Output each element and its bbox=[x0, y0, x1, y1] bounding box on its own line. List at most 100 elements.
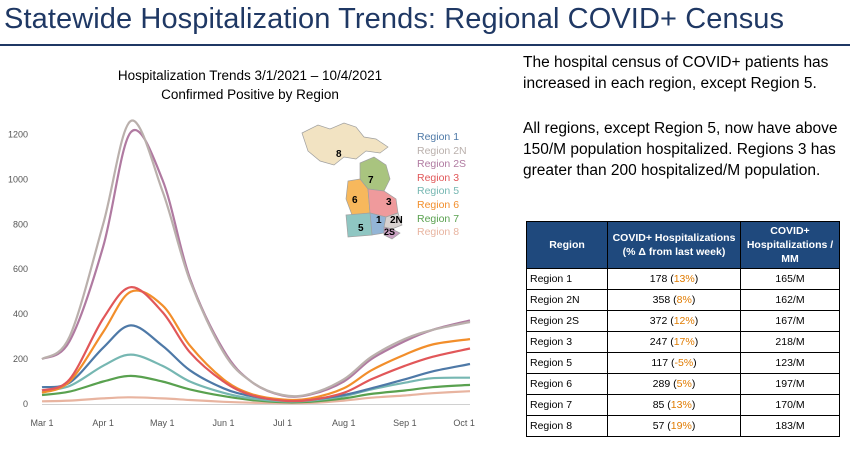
y-tick-label: 1200 bbox=[8, 129, 28, 139]
cell-region: Region 3 bbox=[526, 331, 608, 353]
cell-region: Region 5 bbox=[526, 352, 608, 374]
chart-subtitle: Confirmed Positive by Region bbox=[161, 87, 339, 102]
cell-region: Region 7 bbox=[526, 394, 608, 416]
cell-pct-change: -5% bbox=[674, 357, 694, 369]
x-tick-label: Jun 1 bbox=[212, 418, 234, 428]
map-region-2s bbox=[383, 226, 401, 240]
cell-hospitalizations-change: 289 (5%) bbox=[607, 373, 741, 395]
regional-census-table: Region COVID+ Hospitalizations (% Δ from… bbox=[526, 221, 840, 437]
cell-pct-change: 17% bbox=[673, 336, 695, 348]
y-tick-label: 1000 bbox=[8, 174, 28, 184]
y-tick-label: 200 bbox=[13, 354, 28, 364]
title-divider bbox=[0, 44, 850, 46]
cell-count: 247 bbox=[649, 336, 668, 348]
cell-hospitalizations-change: 57 (19%) bbox=[607, 415, 741, 437]
y-tick-label: 0 bbox=[23, 399, 28, 409]
series-line-region-2n bbox=[41, 119, 471, 398]
legend-item: Region 7 bbox=[417, 212, 460, 225]
cell-hospitalizations-change: 117 (-5%) bbox=[607, 352, 741, 374]
summary-paragraph-1: The hospital census of COVID+ patients h… bbox=[523, 54, 829, 92]
table-row: Region 1 178 (13%) 165/M bbox=[526, 268, 840, 290]
map-region-5 bbox=[345, 212, 373, 238]
x-tick-label: Jul 1 bbox=[273, 418, 292, 428]
map-label-7: 7 bbox=[368, 175, 374, 186]
series-line-region-8 bbox=[41, 390, 471, 405]
cell-count: 358 bbox=[652, 294, 671, 306]
table-row: Region 2N 358 (8%) 162/M bbox=[526, 289, 840, 311]
x-tick-label: Sep 1 bbox=[393, 418, 417, 428]
x-tick-label: Mar 1 bbox=[30, 418, 53, 428]
x-tick-label: Apr 1 bbox=[92, 418, 114, 428]
cell-per-mm: 170/M bbox=[740, 394, 840, 416]
cell-pct-change: 13% bbox=[670, 399, 692, 411]
legend-item: Region 2N bbox=[417, 144, 467, 157]
series-line-region-1 bbox=[41, 324, 471, 402]
cell-hospitalizations-change: 247 (17%) bbox=[607, 331, 741, 353]
table-row: Region 8 57 (19%) 183/M bbox=[526, 415, 840, 437]
y-tick-label: 800 bbox=[13, 219, 28, 229]
map-label-1: 1 bbox=[376, 215, 382, 226]
cell-region: Region 6 bbox=[526, 373, 608, 395]
cell-per-mm: 197/M bbox=[740, 373, 840, 395]
x-tick-label: May 1 bbox=[150, 418, 175, 428]
cell-pct-change: 19% bbox=[670, 420, 692, 432]
map-label-5: 5 bbox=[358, 223, 364, 234]
chart-title-block: Hospitalization Trends 3/1/2021 – 10/4/2… bbox=[60, 66, 440, 104]
cell-per-mm: 167/M bbox=[740, 310, 840, 332]
cell-count: 57 bbox=[652, 420, 665, 432]
cell-region: Region 2N bbox=[526, 289, 608, 311]
header-hospitalizations-per-mm: COVID+ Hospitalizations / MM bbox=[740, 221, 840, 269]
map-region-2n bbox=[383, 212, 403, 230]
chart-legend: Region 1 Region 2N Region 2S Region 3 Region… bbox=[417, 131, 467, 240]
legend-item: Region 1 bbox=[417, 131, 460, 143]
map-label-2s: 2S bbox=[384, 227, 395, 237]
table-header-row: Region COVID+ Hospitalizations (% Δ from… bbox=[526, 221, 840, 269]
cell-hospitalizations-change: 358 (8%) bbox=[607, 289, 741, 311]
cell-pct-change: 5% bbox=[676, 378, 692, 390]
series-line-region-7 bbox=[41, 374, 471, 404]
header-hospitalizations-change: COVID+ Hospitalizations (% Δ from last w… bbox=[607, 221, 741, 269]
series-line-region-3 bbox=[41, 286, 471, 403]
page-title: Statewide Hospitalization Trends: Region… bbox=[4, 3, 785, 35]
cell-region: Region 8 bbox=[526, 415, 608, 437]
cell-per-mm: 183/M bbox=[740, 415, 840, 437]
cell-hospitalizations-change: 85 (13%) bbox=[607, 394, 741, 416]
table-row: Region 7 85 (13%) 170/M bbox=[526, 394, 840, 416]
x-tick-label: Oct 1 bbox=[453, 418, 475, 428]
map-label-6: 6 bbox=[352, 195, 358, 206]
cell-hospitalizations-change: 372 (12%) bbox=[607, 310, 741, 332]
hospitalization-line-chart: 0 200 400 600 800 1000 1200 Mar 1 Apr 1 May 1 Jun … bbox=[8, 119, 475, 428]
table-row: Region 5 117 (-5%) 123/M bbox=[526, 352, 840, 374]
map-label-2n: 2N bbox=[390, 215, 403, 226]
chart-title: Hospitalization Trends 3/1/2021 – 10/4/2… bbox=[117, 68, 383, 83]
cell-count: 372 bbox=[649, 315, 668, 327]
cell-count: 178 bbox=[649, 273, 668, 285]
legend-item: Region 2S bbox=[417, 158, 467, 171]
map-label-8: 8 bbox=[336, 149, 342, 160]
header-region: Region bbox=[526, 221, 608, 269]
table-row: Region 3 247 (17%) 218/M bbox=[526, 331, 840, 353]
cell-count: 117 bbox=[651, 357, 669, 369]
cell-count: 289 bbox=[652, 378, 671, 390]
legend-item: Region 5 bbox=[417, 185, 460, 198]
cell-per-mm: 165/M bbox=[740, 268, 840, 290]
cell-count: 85 bbox=[652, 399, 665, 411]
michigan-region-map: 8 7 6 3 1 2N 5 2S bbox=[301, 122, 403, 240]
map-label-3: 3 bbox=[386, 197, 392, 208]
summary-paragraph-2: All regions, except Region 5, now have a… bbox=[523, 120, 838, 179]
cell-hospitalizations-change: 178 (13%) bbox=[607, 268, 741, 290]
map-region-3 bbox=[367, 188, 399, 218]
legend-item: Region 3 bbox=[417, 171, 460, 184]
cell-per-mm: 218/M bbox=[740, 331, 840, 353]
cell-region: Region 2S bbox=[526, 310, 608, 332]
legend-item: Region 8 bbox=[417, 226, 460, 239]
x-tick-label: Aug 1 bbox=[332, 418, 356, 428]
table-row: Region 2S 372 (12%) 167/M bbox=[526, 310, 840, 332]
cell-pct-change: 8% bbox=[676, 294, 692, 306]
series-line-region-5 bbox=[41, 353, 471, 403]
cell-pct-change: 13% bbox=[673, 273, 695, 285]
cell-pct-change: 12% bbox=[673, 315, 695, 327]
y-tick-label: 400 bbox=[13, 309, 28, 319]
legend-item: Region 6 bbox=[417, 198, 460, 211]
cell-per-mm: 123/M bbox=[740, 352, 840, 374]
